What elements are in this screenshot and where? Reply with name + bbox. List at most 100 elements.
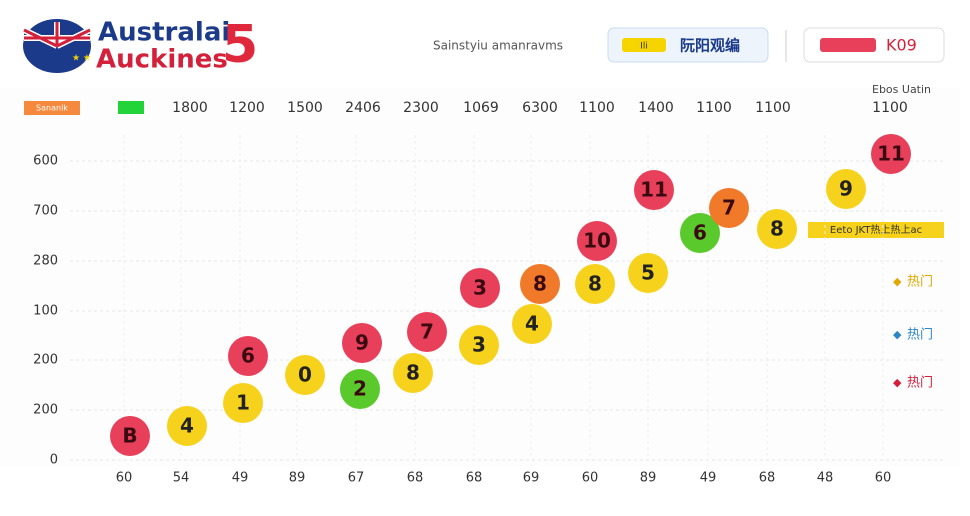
y-label: 280 xyxy=(33,254,58,269)
top-value: 1100 xyxy=(755,100,791,116)
banner-text: Eeto JKT热上热上ac xyxy=(830,223,922,236)
corner-text: Ebos Uatin xyxy=(872,83,931,96)
top-value: 1200 xyxy=(229,100,265,116)
ball-label: 4 xyxy=(525,312,539,336)
top-value: 1500 xyxy=(287,100,323,116)
ball xyxy=(628,253,668,293)
ball xyxy=(342,323,382,363)
y-label: 200 xyxy=(33,403,58,418)
ball-label: 8 xyxy=(533,272,547,296)
ball-label: 11 xyxy=(640,178,668,202)
ball-label: 10 xyxy=(583,229,611,253)
legend-icon: ◆ xyxy=(893,376,902,389)
top-value: 1100 xyxy=(579,100,615,116)
ball-label: 3 xyxy=(473,276,487,300)
ball-label: 8 xyxy=(770,217,784,241)
top-value: 1800 xyxy=(172,100,208,116)
ball-label: 6 xyxy=(693,221,707,245)
y-label: 600 xyxy=(33,154,58,169)
ball xyxy=(757,209,797,249)
top-value: 1100 xyxy=(696,100,732,116)
y-label: 100 xyxy=(33,304,58,319)
x-label: 60 xyxy=(875,471,892,486)
button-text: K09 xyxy=(886,36,917,55)
ball xyxy=(826,169,866,209)
x-label: 54 xyxy=(173,471,190,486)
brand-line2: Auckines xyxy=(96,45,228,75)
button-text: 阮阳观编 xyxy=(680,37,740,55)
x-label: 68 xyxy=(759,471,776,486)
x-label: 49 xyxy=(232,471,249,486)
banner xyxy=(808,222,944,238)
ball-label: B xyxy=(122,424,137,448)
ball xyxy=(871,134,911,174)
ball xyxy=(393,353,433,393)
x-label: 49 xyxy=(700,471,717,486)
ball-label: 0 xyxy=(298,363,312,387)
top-value: 6300 xyxy=(522,100,558,116)
y-label: 0 xyxy=(50,453,58,468)
ball-label: 7 xyxy=(420,320,434,344)
button-tag-text: Ili xyxy=(640,42,648,52)
ball xyxy=(459,325,499,365)
brand-number: 5 xyxy=(222,15,258,75)
ball-label: 3 xyxy=(472,333,486,357)
x-label: 48 xyxy=(817,471,834,486)
ball-label: 1 xyxy=(236,391,250,415)
green-tag xyxy=(118,101,144,114)
ball-label: 7 xyxy=(722,196,736,220)
ball-label: 8 xyxy=(406,361,420,385)
ball-label: 9 xyxy=(355,331,369,355)
y-label: 700 xyxy=(33,204,58,219)
ball xyxy=(577,221,617,261)
ball-label: 8 xyxy=(588,272,602,296)
ball xyxy=(460,268,500,308)
ball xyxy=(680,213,720,253)
legend-label: 热门 xyxy=(907,328,933,343)
button-tag xyxy=(622,38,666,52)
ball xyxy=(407,312,447,352)
ball-label: 11 xyxy=(877,142,905,166)
logo: ★ ★ xyxy=(22,19,92,73)
legend-icon: ◆ xyxy=(893,328,902,341)
x-label: 69 xyxy=(523,471,540,486)
legend-label: 热门 xyxy=(907,376,933,391)
top-value: 1400 xyxy=(638,100,674,116)
top-value: 2406 xyxy=(345,100,381,116)
ball-label: 4 xyxy=(180,414,194,438)
legend-label: 热门 xyxy=(907,275,933,290)
button[interactable] xyxy=(607,27,769,63)
ball xyxy=(520,264,560,304)
brand-line1: Australai xyxy=(98,18,230,48)
x-label: 60 xyxy=(116,471,133,486)
ball xyxy=(709,188,749,228)
ball-label: 5 xyxy=(641,261,655,285)
x-label: 89 xyxy=(289,471,306,486)
ball xyxy=(223,383,263,423)
x-label: 68 xyxy=(407,471,424,486)
ball xyxy=(512,304,552,344)
x-label: 60 xyxy=(582,471,599,486)
y-label: 200 xyxy=(33,353,58,368)
x-label: 68 xyxy=(466,471,483,486)
tag-text: Sananlk xyxy=(36,104,68,113)
x-label: 67 xyxy=(348,471,365,486)
legend-icon: ◆ xyxy=(893,275,902,288)
ball xyxy=(575,264,615,304)
ball xyxy=(285,355,325,395)
ball-label: 6 xyxy=(241,344,255,368)
ball xyxy=(634,170,674,210)
ball-label: 9 xyxy=(839,177,853,201)
tag xyxy=(24,101,80,115)
top-value: 1069 xyxy=(463,100,499,116)
chart: 1800 1200 1500 2406 2300 1069 6300 1100 1400 1100… xyxy=(33,100,945,486)
ball xyxy=(340,369,380,409)
ball xyxy=(228,336,268,376)
x-label: 89 xyxy=(640,471,657,486)
top-value: 1100 xyxy=(872,100,908,116)
top-value: 2300 xyxy=(403,100,439,116)
svg-text:★ ★: ★ ★ xyxy=(72,54,91,64)
ball-label: 2 xyxy=(353,377,367,401)
button-tag xyxy=(820,38,876,52)
